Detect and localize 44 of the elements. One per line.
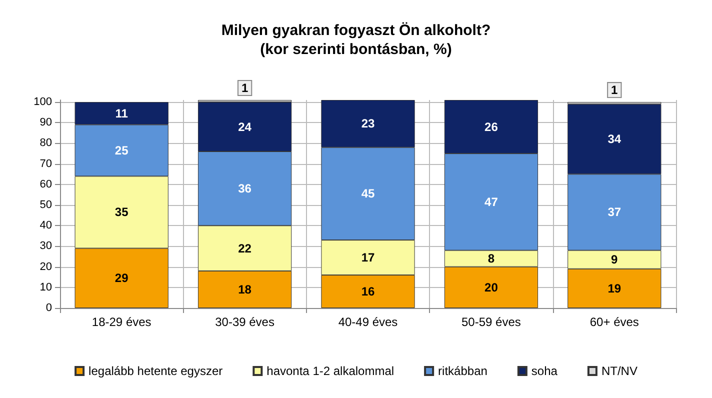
data-label: 47 — [484, 194, 498, 209]
y-tick-label: 30 — [40, 240, 52, 252]
data-label: 24 — [238, 120, 252, 134]
chart-title: Milyen gyakran fogyaszt Ön alkoholt? (kor szerinti bontásban, %) — [221, 22, 491, 58]
data-label: 20 — [484, 280, 498, 294]
data-label: 37 — [608, 205, 622, 220]
data-label: 17 — [361, 250, 375, 265]
data-label: 34 — [608, 132, 622, 146]
y-tick-label: 50 — [40, 199, 52, 212]
y-tick-label: 10 — [40, 281, 52, 294]
data-label: 45 — [361, 186, 375, 201]
data-label: 16 — [361, 284, 375, 299]
data-label: 1 — [611, 83, 618, 98]
x-tick-label: 40-49 éves — [338, 315, 398, 329]
data-label: 22 — [238, 241, 252, 256]
legend-label: soha — [531, 364, 558, 378]
data-label: 8 — [488, 252, 495, 266]
y-tick-label: 20 — [40, 260, 52, 273]
x-tick-label: 60+ éves — [590, 315, 639, 329]
y-tick-label: 90 — [40, 116, 52, 129]
x-tick-label: 50-59 éves — [462, 315, 521, 329]
legend-label: NT/NV — [601, 364, 638, 378]
x-tick-label: 18-29 éves — [92, 315, 152, 329]
data-label: 1 — [241, 81, 248, 95]
data-label: 35 — [114, 205, 129, 220]
y-tick-label: 0 — [46, 302, 52, 314]
y-tick-label: 70 — [40, 158, 52, 170]
data-label: 18 — [238, 282, 252, 296]
data-label: 9 — [611, 252, 618, 267]
data-label: 25 — [114, 143, 129, 158]
legend-label: ritkábban — [438, 364, 488, 378]
data-label: 23 — [361, 116, 375, 131]
x-tick-label: 30-39 éves — [215, 315, 274, 329]
legend-label: legalább hetente egyszer — [88, 364, 223, 378]
data-label: 29 — [114, 271, 129, 286]
y-tick-label: 60 — [40, 178, 52, 190]
data-label: 26 — [484, 120, 498, 134]
y-tick-label: 100 — [34, 96, 52, 108]
data-label: 11 — [115, 106, 128, 120]
legend-label: havonta 1-2 alkalommal — [266, 364, 394, 378]
y-tick-label: 80 — [40, 137, 52, 150]
y-tick-label: 40 — [40, 220, 52, 232]
data-label: 19 — [608, 281, 622, 296]
data-label: 36 — [238, 182, 252, 196]
